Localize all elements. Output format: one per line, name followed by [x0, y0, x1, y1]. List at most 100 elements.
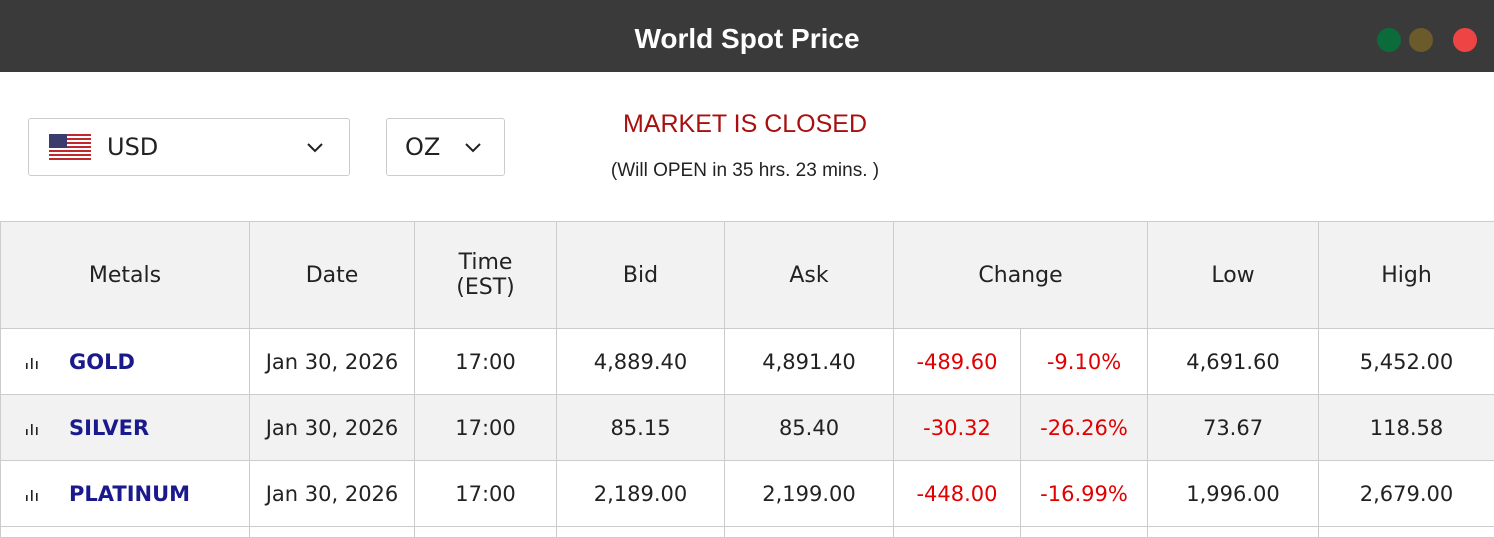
- header-text: Date: [306, 263, 359, 288]
- table-cell: [725, 527, 894, 538]
- table-row: GOLD Jan 30, 2026 17:00 4,889.40 4,891.40 -48…: [1, 329, 1494, 395]
- table-cell: 17:00: [415, 461, 557, 527]
- currency-select[interactable]: USD: [28, 118, 350, 176]
- title-bar: World Spot Price: [0, 0, 1494, 72]
- table-cell: 85.15: [557, 395, 725, 461]
- table-cell: Jan 30, 2026: [250, 329, 415, 395]
- chevron: [465, 143, 481, 153]
- metal-link[interactable]: PLATINUM: [69, 482, 190, 506]
- header-text: Metals: [89, 263, 161, 288]
- metal-link[interactable]: GOLD: [69, 350, 135, 374]
- header-text: Low: [1211, 263, 1254, 288]
- cell-text: 4,889.40: [594, 350, 688, 374]
- header-text: Change: [978, 263, 1062, 288]
- cell-text: 5,452.00: [1360, 350, 1454, 374]
- table-cell: [557, 527, 725, 538]
- unit-select[interactable]: OZ: [386, 118, 505, 176]
- metal-link[interactable]: SILVER: [69, 416, 149, 440]
- column-header: Change: [894, 222, 1148, 329]
- title: World Spot Price: [0, 0, 1494, 78]
- column-header: Low: [1148, 222, 1319, 329]
- chart-icon[interactable]: [25, 421, 39, 435]
- cell-text: 118.58: [1370, 416, 1443, 440]
- table-cell: -30.32: [894, 395, 1021, 461]
- cell-text: 17:00: [455, 350, 516, 374]
- table-cell: GOLD: [1, 329, 250, 395]
- table-cell: 17:00: [415, 395, 557, 461]
- header-text: Time (EST): [446, 250, 526, 300]
- unit-value: OZ: [405, 119, 440, 175]
- column-header: Metals: [1, 222, 250, 329]
- market-status: MARKET IS CLOSED: [500, 110, 990, 139]
- cell-text: 1,996.00: [1186, 482, 1280, 506]
- table-cell: 85.40: [725, 395, 894, 461]
- cell-text: 73.67: [1203, 416, 1263, 440]
- cell-text: -489.60: [916, 350, 997, 374]
- cell-text: -448.00: [916, 482, 997, 506]
- chevron: [307, 143, 323, 153]
- table-cell: -9.10%: [1021, 329, 1148, 395]
- table-cell: [1021, 527, 1148, 538]
- cell-text: -30.32: [923, 416, 991, 440]
- column-header: High: [1319, 222, 1494, 329]
- table-cell: 2,189.00: [557, 461, 725, 527]
- table-cell: [250, 527, 415, 538]
- table-cell: -489.60: [894, 329, 1021, 395]
- header-text: High: [1381, 263, 1432, 288]
- column-header: Date: [250, 222, 415, 329]
- table-cell: [415, 527, 557, 538]
- cell-text: -26.26%: [1040, 416, 1128, 440]
- chart-icon[interactable]: [25, 355, 39, 369]
- header-text: Bid: [623, 263, 658, 288]
- table-cell: 118.58: [1319, 395, 1494, 461]
- chart-icon[interactable]: [25, 487, 39, 501]
- cell-text: 85.40: [779, 416, 839, 440]
- table-row: PLATINUM Jan 30, 2026 17:00 2,189.00 2,199.0…: [1, 461, 1494, 527]
- table-row: [1, 527, 1494, 538]
- table-cell: 2,679.00: [1319, 461, 1494, 527]
- cell-text: 17:00: [455, 416, 516, 440]
- table-cell: -16.99%: [1021, 461, 1148, 527]
- cell-text: 4,691.60: [1186, 350, 1280, 374]
- cell-text: 2,199.00: [762, 482, 856, 506]
- cell-text: 85.15: [610, 416, 670, 440]
- column-header: Time (EST): [415, 222, 557, 329]
- flag-icon: [49, 134, 91, 160]
- table-cell: 1,996.00: [1148, 461, 1319, 527]
- table-cell: 17:00: [415, 329, 557, 395]
- table-cell: -26.26%: [1021, 395, 1148, 461]
- table-cell: [1319, 527, 1494, 538]
- table-cell: 2,199.00: [725, 461, 894, 527]
- table-cell: [1, 527, 250, 538]
- currency-value: USD: [107, 119, 158, 175]
- cell-text: 2,679.00: [1360, 482, 1454, 506]
- table-cell: Jan 30, 2026: [250, 461, 415, 527]
- header-row: Metals Date Time (EST) Bid Ask Change Low High: [1, 222, 1494, 329]
- table-cell: PLATINUM: [1, 461, 250, 527]
- cell-text: Jan 30, 2026: [266, 482, 399, 506]
- table-cell: -448.00: [894, 461, 1021, 527]
- table-cell: Jan 30, 2026: [250, 395, 415, 461]
- market-note: (Will OPEN in 35 hrs. 23 mins. ): [500, 160, 990, 182]
- cell-text: Jan 30, 2026: [266, 350, 399, 374]
- table-cell: [1148, 527, 1319, 538]
- table-cell: 4,691.60: [1148, 329, 1319, 395]
- table-row: SILVER Jan 30, 2026 17:00 85.15 85.40 -30.32 -…: [1, 395, 1494, 461]
- window-dot[interactable]: [1409, 28, 1433, 52]
- cell-text: -9.10%: [1047, 350, 1121, 374]
- table-cell: 4,891.40: [725, 329, 894, 395]
- header-text: Ask: [789, 263, 828, 288]
- window-dot[interactable]: [1453, 28, 1477, 52]
- cell-text: -16.99%: [1040, 482, 1128, 506]
- window-dot[interactable]: [1377, 28, 1401, 52]
- table-cell: SILVER: [1, 395, 250, 461]
- column-header: Ask: [725, 222, 894, 329]
- table-cell: 73.67: [1148, 395, 1319, 461]
- column-header: Bid: [557, 222, 725, 329]
- cell-text: 2,189.00: [594, 482, 688, 506]
- table-cell: 5,452.00: [1319, 329, 1494, 395]
- table-cell: 4,889.40: [557, 329, 725, 395]
- cell-text: 4,891.40: [762, 350, 856, 374]
